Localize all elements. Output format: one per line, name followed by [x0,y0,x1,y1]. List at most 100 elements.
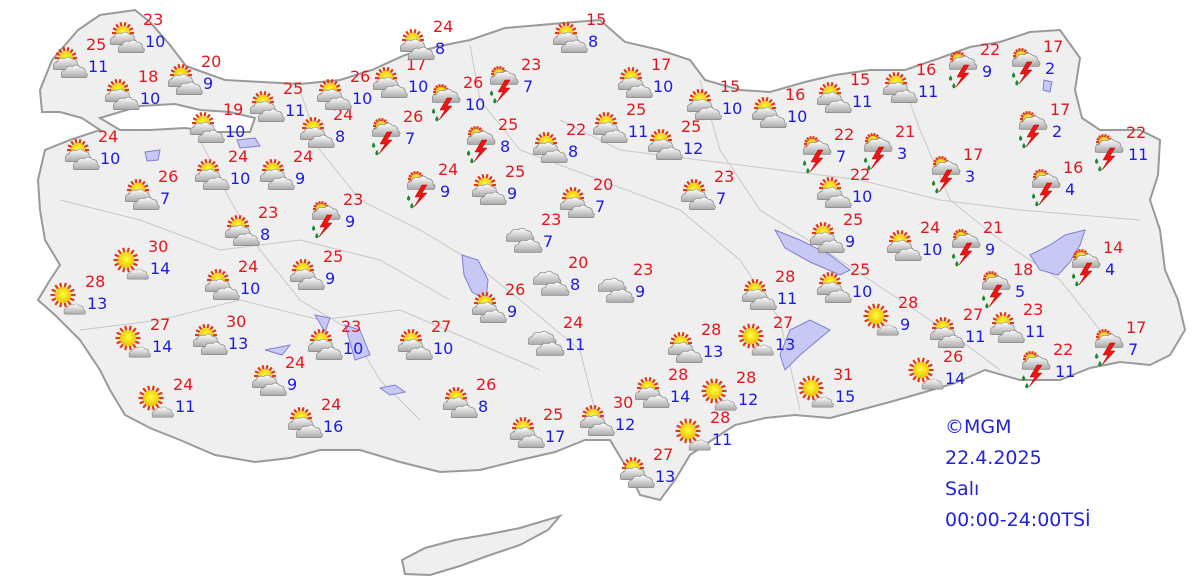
max-temperature: 23 [633,260,654,279]
max-temperature: 16 [916,60,937,79]
thunderstorm-rain-icon [371,117,401,156]
weather-station: 27 14 [114,316,184,364]
mostly-sunny-icon [675,418,711,451]
min-temperature: 10 [145,32,166,51]
weather-station: 25 9 [807,211,877,259]
weather-station: 25 9 [469,163,539,211]
min-temperature: 8 [568,142,579,161]
thunderstorm-rain-icon [1018,110,1048,149]
partly-cloudy-icon [559,187,595,218]
weather-station: 25 11 [590,101,660,149]
min-temperature: 11 [628,122,649,141]
max-temperature: 23 [341,317,362,336]
min-temperature: 10 [343,339,364,358]
max-temperature: 18 [1013,260,1034,279]
max-temperature: 23 [1023,300,1044,319]
min-temperature: 10 [653,77,674,96]
sea-of-marmara [97,102,257,133]
weather-station: 14 4 [1067,239,1137,287]
min-temperature: 8 [588,32,599,51]
weather-station: 26 7 [367,108,437,156]
mostly-sunny-icon [738,323,774,356]
weather-station: 25 8 [462,116,532,164]
min-temperature: 9 [982,62,993,81]
min-temperature: 3 [897,144,908,163]
max-temperature: 15 [720,77,741,96]
min-temperature: 7 [405,129,416,148]
max-temperature: 26 [476,375,497,394]
min-temperature: 10 [722,99,743,118]
thunderstorm-rain-icon [466,125,496,164]
mostly-sunny-icon [863,303,899,336]
max-temperature: 16 [785,85,806,104]
max-temperature: 24 [228,147,249,166]
thunderstorm-rain-icon [311,200,341,239]
partly-cloudy-icon [989,312,1025,343]
partly-cloudy-icon [124,179,160,210]
thunderstorm-rain-icon [406,170,436,209]
min-temperature: 10 [408,77,429,96]
weather-station: 24 10 [884,219,954,267]
weather-station: 25 17 [507,406,577,454]
weather-station: 24 16 [285,396,355,444]
thunderstorm-rain-icon [1031,168,1061,207]
max-temperature: 24 [321,395,342,414]
max-temperature: 30 [226,312,247,331]
min-temperature: 9 [295,169,306,188]
weather-station: 24 9 [257,148,327,196]
max-temperature: 23 [143,10,164,29]
max-temperature: 24 [438,160,459,179]
weather-station: 22 11 [1017,341,1087,389]
weather-station: 26 14 [907,348,977,396]
min-temperature: 10 [100,149,121,168]
mostly-sunny-icon [908,357,944,390]
weather-station: 24 8 [297,106,367,154]
lake-beysehir [344,324,371,361]
max-temperature: 23 [714,167,735,186]
max-temperature: 20 [568,253,589,272]
partly-cloudy-icon [929,317,965,348]
min-temperature: 2 [1045,59,1056,78]
partly-cloudy-icon [287,407,323,438]
max-temperature: 15 [586,10,607,29]
weather-station: 15 11 [814,71,884,119]
min-temperature: 9 [507,302,518,321]
weather-station: 28 13 [665,321,735,369]
thunderstorm-rain-icon [1094,133,1124,172]
max-temperature: 21 [895,122,916,141]
weather-station: 27 13 [617,446,687,494]
mostly-sunny-icon [115,325,151,358]
min-temperature: 11 [565,335,586,354]
partly-cloudy-icon [316,79,352,110]
partly-cloudy-icon [680,179,716,210]
lake-iznik [236,137,261,149]
min-temperature: 7 [523,77,534,96]
min-temperature: 8 [335,127,346,146]
partly-cloudy-icon [532,132,568,163]
min-temperature: 9 [635,282,646,301]
weather-station: 26 10 [314,68,384,116]
max-temperature: 27 [150,315,171,334]
max-temperature: 22 [1053,340,1074,359]
weather-station: 18 5 [977,261,1047,309]
cloudy-icon [527,330,565,356]
max-temperature: 25 [505,162,526,181]
min-temperature: 13 [655,467,676,486]
weather-station: 24 10 [192,148,262,196]
period-label: 00:00-24:00TSİ [945,509,1091,531]
weather-station: 23 9 [307,191,377,239]
weather-station: 24 9 [402,161,472,209]
weather-station: 24 10 [62,128,132,176]
min-temperature: 2 [1052,122,1063,141]
weather-station: 16 10 [749,86,819,134]
partly-cloudy-icon [289,259,325,290]
mostly-sunny-icon [798,375,834,408]
max-temperature: 24 [238,257,259,276]
min-temperature: 11 [1055,362,1076,381]
date-label: 22.4.2025 [945,447,1042,469]
min-temperature: 12 [615,415,636,434]
min-temperature: 13 [775,335,796,354]
max-temperature: 16 [1063,158,1084,177]
min-temperature: 10 [922,240,943,259]
min-temperature: 10 [240,279,261,298]
